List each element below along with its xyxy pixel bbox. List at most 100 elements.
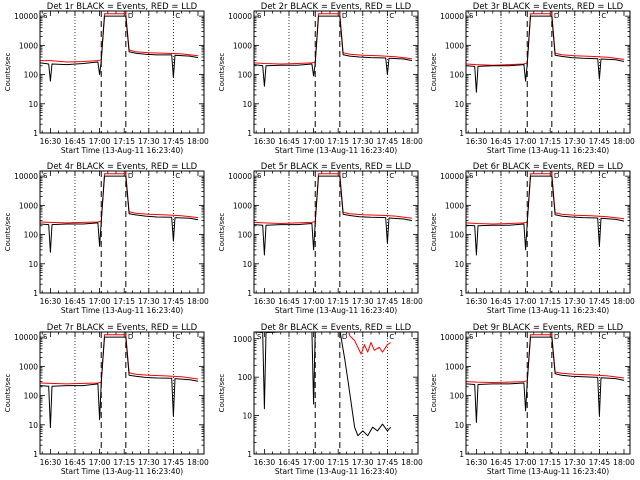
y-tick-label: 1 bbox=[33, 129, 38, 138]
series-lld-line bbox=[466, 334, 625, 383]
series-lld-line bbox=[254, 13, 413, 65]
marker-label: S bbox=[43, 12, 48, 20]
x-axis-label: Start Time (13-Aug-11 16:23:40) bbox=[275, 306, 397, 315]
panel-title: Det 6r BLACK = Events, RED = LLD bbox=[473, 162, 624, 172]
x-tick-label: 17:15 bbox=[327, 137, 349, 146]
y-tick-label: 1000 bbox=[19, 362, 38, 371]
y-tick-label: 1 bbox=[247, 450, 252, 459]
x-tick-label: 17:00 bbox=[303, 458, 325, 467]
y-tick-label: 1000 bbox=[19, 201, 38, 210]
x-tick-label: 17:30 bbox=[138, 137, 160, 146]
x-tick-label: 17:00 bbox=[303, 137, 325, 146]
x-axis-label: Start Time (13-Aug-11 16:23:40) bbox=[487, 306, 609, 315]
x-tick-label: 16:30 bbox=[466, 458, 488, 467]
y-tick-label: 100 bbox=[450, 71, 465, 80]
y-tick-label: 10000 bbox=[228, 172, 252, 181]
x-tick-label: 16:30 bbox=[466, 137, 488, 146]
y-tick-label: 10000 bbox=[14, 12, 38, 21]
series-lld-line bbox=[466, 13, 625, 66]
y-tick-label: 1000 bbox=[19, 41, 38, 50]
x-tick-label: 18:00 bbox=[613, 297, 635, 306]
marker-label: C bbox=[601, 12, 606, 20]
y-tick-label: 10000 bbox=[440, 172, 464, 181]
y-axis-label: Counts/sec bbox=[4, 374, 12, 413]
panel-det-5r: Det 5r BLACK = Events, RED = LLD 1 10 100 10… bbox=[218, 162, 423, 315]
y-tick-label: 1000 bbox=[445, 362, 464, 371]
y-tick-label: 1 bbox=[459, 129, 464, 138]
x-tick-label: 17:00 bbox=[515, 297, 537, 306]
x-tick-label: 17:00 bbox=[89, 137, 111, 146]
y-tick-label: 10 bbox=[28, 100, 38, 109]
x-tick-label: 16:30 bbox=[254, 458, 276, 467]
panel-title: Det 7r BLACK = Events, RED = LLD bbox=[47, 323, 198, 333]
x-tick-label: 17:00 bbox=[89, 458, 111, 467]
y-tick-label: 1000 bbox=[445, 41, 464, 50]
series-lld-line bbox=[466, 173, 625, 225]
x-tick-label: 16:45 bbox=[278, 137, 300, 146]
y-tick-label: 10000 bbox=[440, 333, 464, 342]
marker-label: D bbox=[554, 333, 559, 341]
x-tick-label: 18:00 bbox=[613, 137, 635, 146]
x-axis-label: Start Time (13-Aug-11 16:23:40) bbox=[275, 467, 397, 476]
marker-label: C bbox=[389, 172, 394, 180]
series-events-line bbox=[40, 175, 199, 253]
series-group bbox=[254, 13, 413, 87]
x-tick-label: 16:45 bbox=[490, 297, 512, 306]
x-tick-label: 16:45 bbox=[278, 458, 300, 467]
x-tick-label: 17:15 bbox=[539, 458, 561, 467]
panel-title: Det 5r BLACK = Events, RED = LLD bbox=[261, 162, 412, 172]
series-group bbox=[40, 13, 199, 82]
x-tick-label: 16:30 bbox=[254, 297, 276, 306]
x-axis-label: Start Time (13-Aug-11 16:23:40) bbox=[275, 146, 397, 155]
series-lld-line bbox=[40, 173, 199, 224]
y-tick-label: 1 bbox=[247, 289, 252, 298]
series-events-line bbox=[254, 175, 413, 256]
x-tick-label: 17:15 bbox=[113, 297, 135, 306]
y-tick-label: 1000 bbox=[233, 335, 252, 344]
y-tick-label: 1000 bbox=[233, 201, 252, 210]
series-group bbox=[254, 332, 392, 437]
x-tick-label: 16:30 bbox=[40, 458, 62, 467]
x-tick-label: 17:00 bbox=[515, 458, 537, 467]
y-axis-label: Counts/sec bbox=[4, 213, 12, 252]
marker-label: S bbox=[257, 12, 262, 20]
marker-label: D bbox=[342, 172, 347, 180]
x-tick-label: 17:45 bbox=[589, 137, 611, 146]
y-tick-label: 10 bbox=[28, 260, 38, 269]
plot-frame bbox=[253, 331, 419, 455]
x-tick-label: 16:45 bbox=[490, 458, 512, 467]
y-tick-label: 10 bbox=[454, 421, 464, 430]
marker-label: C bbox=[175, 172, 180, 180]
panel-det-1r: Det 1r BLACK = Events, RED = LLD 1 10 100 10… bbox=[4, 2, 209, 155]
x-axis-label: Start Time (13-Aug-11 16:23:40) bbox=[61, 467, 183, 476]
y-tick-label: 10000 bbox=[440, 12, 464, 21]
marker-label: D bbox=[342, 12, 347, 20]
y-tick-label: 10 bbox=[242, 260, 252, 269]
y-tick-label: 1000 bbox=[233, 41, 252, 50]
panel-title: Det 4r BLACK = Events, RED = LLD bbox=[47, 162, 198, 172]
series-events-line bbox=[40, 15, 199, 82]
x-tick-label: 16:45 bbox=[278, 297, 300, 306]
y-tick-label: 100 bbox=[450, 231, 465, 240]
series-lld-line bbox=[254, 173, 413, 224]
x-axis-label: Start Time (13-Aug-11 16:23:40) bbox=[487, 467, 609, 476]
y-tick-label: 100 bbox=[24, 392, 39, 401]
y-tick-label: 1 bbox=[33, 450, 38, 459]
x-tick-label: 17:45 bbox=[377, 458, 399, 467]
marker-label: S bbox=[469, 172, 474, 180]
x-tick-label: 16:45 bbox=[64, 458, 86, 467]
panel-title: Det 3r BLACK = Events, RED = LLD bbox=[473, 2, 624, 12]
x-tick-label: 17:15 bbox=[113, 458, 135, 467]
x-tick-label: 18:00 bbox=[187, 458, 209, 467]
marker-label: S bbox=[469, 12, 474, 20]
y-tick-label: 100 bbox=[238, 373, 253, 382]
series-group bbox=[254, 173, 413, 256]
marker-label: C bbox=[389, 12, 394, 20]
marker-label: C bbox=[601, 172, 606, 180]
y-tick-label: 1000 bbox=[445, 201, 464, 210]
y-axis-label: Counts/sec bbox=[430, 53, 438, 92]
x-tick-label: 17:45 bbox=[377, 137, 399, 146]
x-tick-label: 17:30 bbox=[352, 297, 374, 306]
x-tick-label: 16:45 bbox=[490, 137, 512, 146]
